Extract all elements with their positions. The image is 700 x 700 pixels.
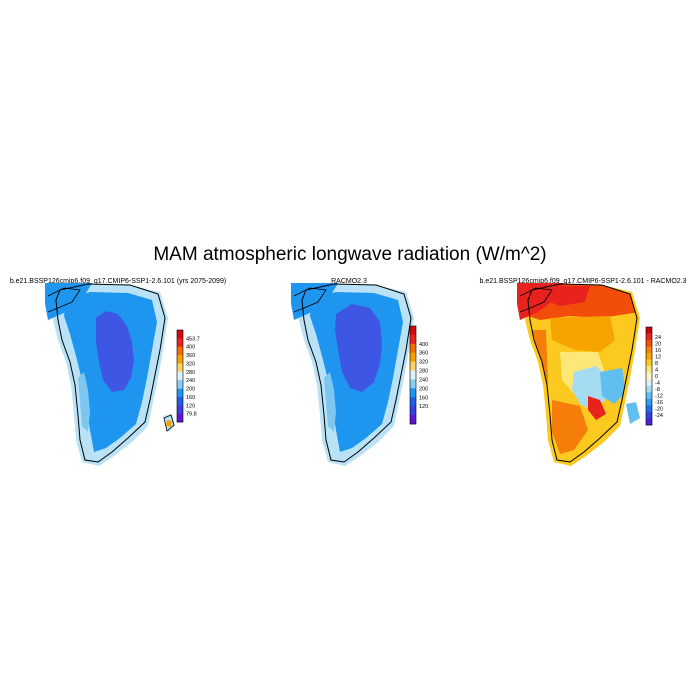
colorbar-swatch [177, 388, 183, 398]
svalbard-blue-patch [626, 402, 640, 424]
southeast-red [588, 396, 606, 420]
panel-title-difference: b.e21.BSSP126cmip6.f09_g17.CMIP6-SSP1-2.… [479, 278, 687, 285]
colorbar-swatch [410, 370, 416, 380]
colorbar-swatch [177, 346, 183, 356]
colorbar-swatch [177, 413, 183, 423]
colorbar-tick-label: 16 [655, 348, 661, 354]
colorbar-swatch [177, 363, 183, 373]
colorbar-tick-label: 120 [186, 403, 195, 409]
colorbar-swatch [410, 326, 416, 336]
colorbar-frame [176, 329, 184, 423]
ellesmere-coastline [47, 287, 81, 313]
colorbar-tick-label: 79.8 [186, 412, 197, 418]
colorbar-tick-label: 320 [186, 361, 195, 367]
greenland-field-edge-light [78, 372, 90, 432]
colorbar-tick-label: 400 [419, 342, 428, 348]
colorbar-swatch [410, 415, 416, 425]
colorbar-swatch [410, 361, 416, 371]
colorbar-swatch [646, 405, 652, 413]
svalbard-coastline [163, 414, 175, 432]
colorbar-swatch [177, 405, 183, 414]
colorbar-frame [409, 325, 417, 425]
colorbar-swatch [410, 406, 416, 416]
colorbar-swatch [646, 398, 652, 406]
colorbar-tick-label: 453.7 [186, 336, 200, 342]
greenland-field-edge-light [324, 372, 336, 432]
colorbar-tick-label: -8 [655, 387, 660, 393]
colorbar-swatch [646, 411, 652, 419]
south-orange [552, 400, 588, 454]
colorbar-racmo: 400 360 320 280 240 200 160 120 [409, 325, 428, 425]
colorbar-tick-label: 240 [186, 378, 195, 384]
colorbar-tick-label: -20 [655, 407, 663, 413]
colorbar-swatch [646, 385, 652, 393]
colorbar-tick-label: 200 [186, 387, 195, 393]
colorbar-swatch [646, 418, 652, 426]
colorbar-tick-label: 0 [655, 374, 658, 380]
map-panel-difference [517, 283, 640, 466]
colorbar-swatch [410, 352, 416, 362]
colorbar-tick-label: 8 [655, 361, 658, 367]
colorbar-tick-label: 20 [655, 341, 661, 347]
colorbar-tick-label: 160 [186, 395, 195, 401]
colorbar-swatch [410, 397, 416, 407]
colorbar-tick-label: 160 [419, 395, 428, 401]
colorbar-tick-label: 280 [186, 370, 195, 376]
colorbar-tick-label: -24 [655, 413, 663, 419]
central-orange [550, 316, 615, 352]
colorbar-tick-label: 4 [655, 367, 658, 373]
colorbar-tick-label: -12 [655, 394, 663, 400]
greenland-coastline [55, 283, 166, 463]
colorbar-tick-label: 240 [419, 377, 428, 383]
colorbar-swatch [410, 343, 416, 354]
greenland-coastline [301, 283, 412, 463]
colorbar-swatch [646, 346, 652, 354]
colorbar-tick-label: 24 [655, 335, 661, 341]
greenland-field-inner [96, 311, 134, 392]
colorbar-swatch [646, 379, 652, 387]
ellesmere-coastline [519, 287, 553, 313]
colorbar-swatch [646, 333, 652, 341]
east-blue-patch [600, 368, 626, 404]
map-panel-model [45, 283, 175, 466]
colorbar-swatch [410, 334, 416, 345]
colorbar-swatch [177, 380, 183, 389]
colorbar-tick-label: 400 [186, 345, 195, 351]
colorbar-swatch [410, 388, 416, 398]
colorbar-swatch [646, 372, 652, 380]
colorbar-tick-label: 200 [419, 386, 428, 392]
panel-title-model: b.e21.BSSP126cmip6.f09_g17.CMIP6-SSP1-2.… [9, 278, 227, 285]
colorbar-tick-label: 12 [655, 354, 661, 360]
panel-title-racmo: RACMO2.3 [331, 278, 367, 285]
greenland-coastline [527, 283, 638, 463]
colorbar-swatch [646, 327, 652, 334]
colorbar-swatch [646, 392, 652, 400]
colorbar-model: 453.7 400 360 320 280 240 200 160 120 79.8 [176, 329, 200, 423]
colorbar-swatch [177, 330, 183, 339]
colorbar-swatch [177, 338, 183, 348]
colorbar-swatch [177, 371, 183, 381]
colorbar-swatch [177, 355, 183, 364]
figure-title: MAM atmospheric longwave radiation (W/m^… [153, 244, 547, 265]
colorbar-tick-label: 320 [419, 360, 428, 366]
colorbar-tick-label: 280 [419, 369, 428, 375]
colorbar-swatch [646, 353, 652, 360]
svalbard-warm-patch [166, 420, 172, 427]
colorbar-frame [645, 326, 653, 426]
colorbar-tick-label: 360 [419, 351, 428, 357]
ellesmere-coastline [293, 287, 327, 313]
colorbar-tick-label: 360 [186, 353, 195, 359]
colorbar-swatch [177, 396, 183, 406]
map-panel-racmo [291, 283, 414, 466]
colorbar-tick-label: -16 [655, 400, 663, 406]
colorbar-swatch [646, 366, 652, 374]
colorbar-tick-label: -4 [655, 381, 660, 387]
colorbar-swatch [646, 359, 652, 367]
greenland-field-inner [335, 304, 382, 392]
colorbar-swatch [646, 340, 652, 347]
colorbar-swatch [410, 379, 416, 389]
colorbar-tick-label: 120 [419, 404, 428, 410]
